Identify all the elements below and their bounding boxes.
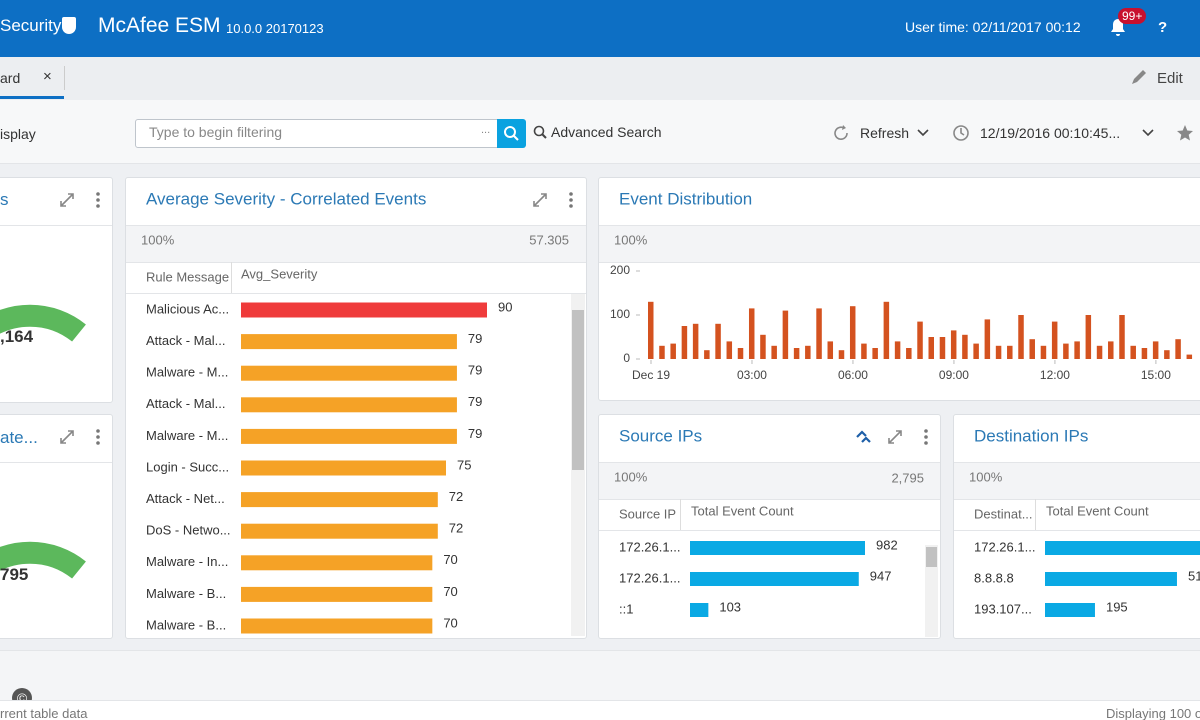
filter-input[interactable]: [135, 119, 499, 148]
gauge-value: 795: [0, 565, 29, 584]
footer-band: [0, 650, 1200, 701]
refresh-icon: [834, 125, 848, 140]
time-caret[interactable]: [1142, 129, 1154, 137]
header-bar: [0, 0, 1200, 57]
source-ips-panel: [598, 414, 941, 639]
filter-placeholder: Type to begin filtering: [149, 124, 283, 140]
tab-close[interactable]: ×: [43, 68, 52, 85]
display-label[interactable]: isplay: [0, 126, 36, 142]
destination-ips-panel: [953, 414, 1200, 639]
status-bar: [0, 700, 1200, 720]
gauge-title: s: [0, 190, 9, 209]
tab-divider: [64, 66, 65, 90]
refresh[interactable]: Refresh: [860, 125, 910, 141]
advanced-search-icon: [533, 125, 547, 139]
avg-severity-panel: [125, 177, 587, 639]
edit[interactable]: Edit: [1157, 70, 1183, 87]
brand: Security: [0, 16, 62, 35]
filter-more[interactable]: ...: [481, 124, 491, 136]
gauge-panel: [0, 177, 113, 403]
search-button[interactable]: [497, 119, 526, 148]
favorite-icon[interactable]: [1176, 124, 1194, 142]
refresh-caret[interactable]: [917, 129, 929, 137]
tab-label[interactable]: ard: [0, 70, 21, 86]
brand-shield: [62, 17, 76, 34]
clock-icon: [953, 125, 969, 141]
tab-bar: [0, 57, 1200, 100]
event-distribution-panel: [598, 177, 1200, 401]
advanced-search[interactable]: Advanced Search: [551, 124, 662, 140]
time-range[interactable]: 12/19/2016 00:10:45...: [980, 125, 1121, 141]
user-time: User time: 02/11/2017 00:12: [905, 19, 1081, 35]
help[interactable]: ?: [1158, 19, 1168, 36]
tab-underline: [0, 96, 64, 99]
gauge-panel: [0, 414, 113, 639]
bell-icon[interactable]: [1108, 16, 1128, 38]
gauge-title: ate...: [0, 428, 38, 447]
version: 10.0.0 20170123: [226, 21, 324, 36]
notification-badge[interactable]: 99+: [1118, 8, 1147, 24]
product-name: McAfee ESM: [98, 14, 221, 37]
gauge-value: ,164: [0, 327, 34, 346]
status-right: Displaying 100 o: [1106, 706, 1200, 720]
status-left: rrent table data: [0, 706, 88, 720]
edit-icon[interactable]: [1130, 68, 1148, 86]
